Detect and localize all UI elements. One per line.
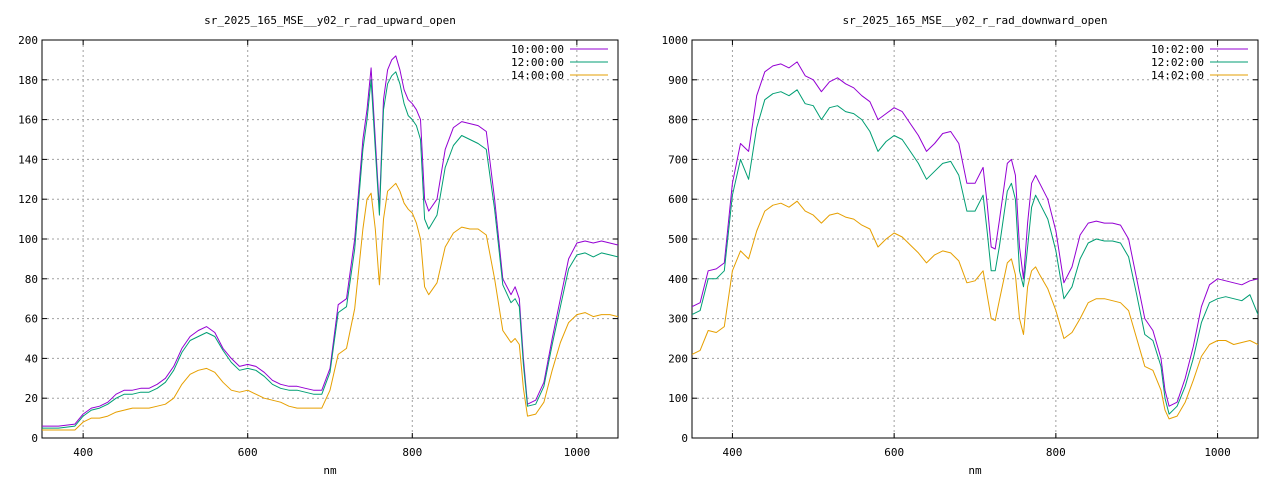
series-line	[42, 55, 618, 427]
x-tick-label: 1000	[564, 446, 591, 459]
y-tick-label: 400	[668, 273, 688, 286]
x-tick-label: 400	[73, 446, 93, 459]
x-tick-label: 800	[1046, 446, 1066, 459]
x-tick-label: 1000	[1204, 446, 1231, 459]
series-line	[692, 61, 1258, 407]
y-tick-label: 160	[18, 114, 38, 127]
y-tick-label: 800	[668, 114, 688, 127]
y-tick-label: 120	[18, 193, 38, 206]
y-tick-label: 200	[18, 34, 38, 47]
y-tick-label: 500	[668, 233, 688, 246]
legend-label: 10:00:00	[511, 43, 564, 56]
x-tick-label: 600	[238, 446, 258, 459]
x-axis-label: nm	[968, 464, 982, 477]
x-tick-label: 600	[884, 446, 904, 459]
y-tick-label: 900	[668, 74, 688, 87]
x-tick-label: 400	[722, 446, 742, 459]
y-tick-label: 180	[18, 74, 38, 87]
series-line	[692, 89, 1258, 415]
y-tick-label: 600	[668, 193, 688, 206]
series-line	[42, 182, 618, 431]
y-tick-label: 80	[25, 273, 38, 286]
legend-label: 12:00:00	[511, 56, 564, 69]
y-tick-label: 200	[668, 352, 688, 365]
legend-label: 14:02:00	[1151, 69, 1204, 82]
y-tick-label: 1000	[662, 34, 689, 47]
legend-label: 12:02:00	[1151, 56, 1204, 69]
y-tick-label: 300	[668, 313, 688, 326]
chart-title: sr_2025_165_MSE__y02_r_rad_downward_open	[843, 14, 1108, 27]
y-tick-label: 60	[25, 313, 38, 326]
x-axis-label: nm	[323, 464, 337, 477]
y-tick-label: 100	[668, 392, 688, 405]
y-tick-label: 0	[31, 432, 38, 445]
legend-label: 14:00:00	[511, 69, 564, 82]
y-tick-label: 20	[25, 392, 38, 405]
y-tick-label: 40	[25, 352, 38, 365]
series-line	[42, 71, 618, 429]
legend-label: 10:02:00	[1151, 43, 1204, 56]
y-tick-label: 0	[681, 432, 688, 445]
y-tick-label: 140	[18, 153, 38, 166]
x-tick-label: 800	[402, 446, 422, 459]
y-tick-label: 700	[668, 153, 688, 166]
series-line	[692, 200, 1258, 420]
y-tick-label: 100	[18, 233, 38, 246]
chart-title: sr_2025_165_MSE__y02_r_rad_upward_open	[204, 14, 456, 27]
